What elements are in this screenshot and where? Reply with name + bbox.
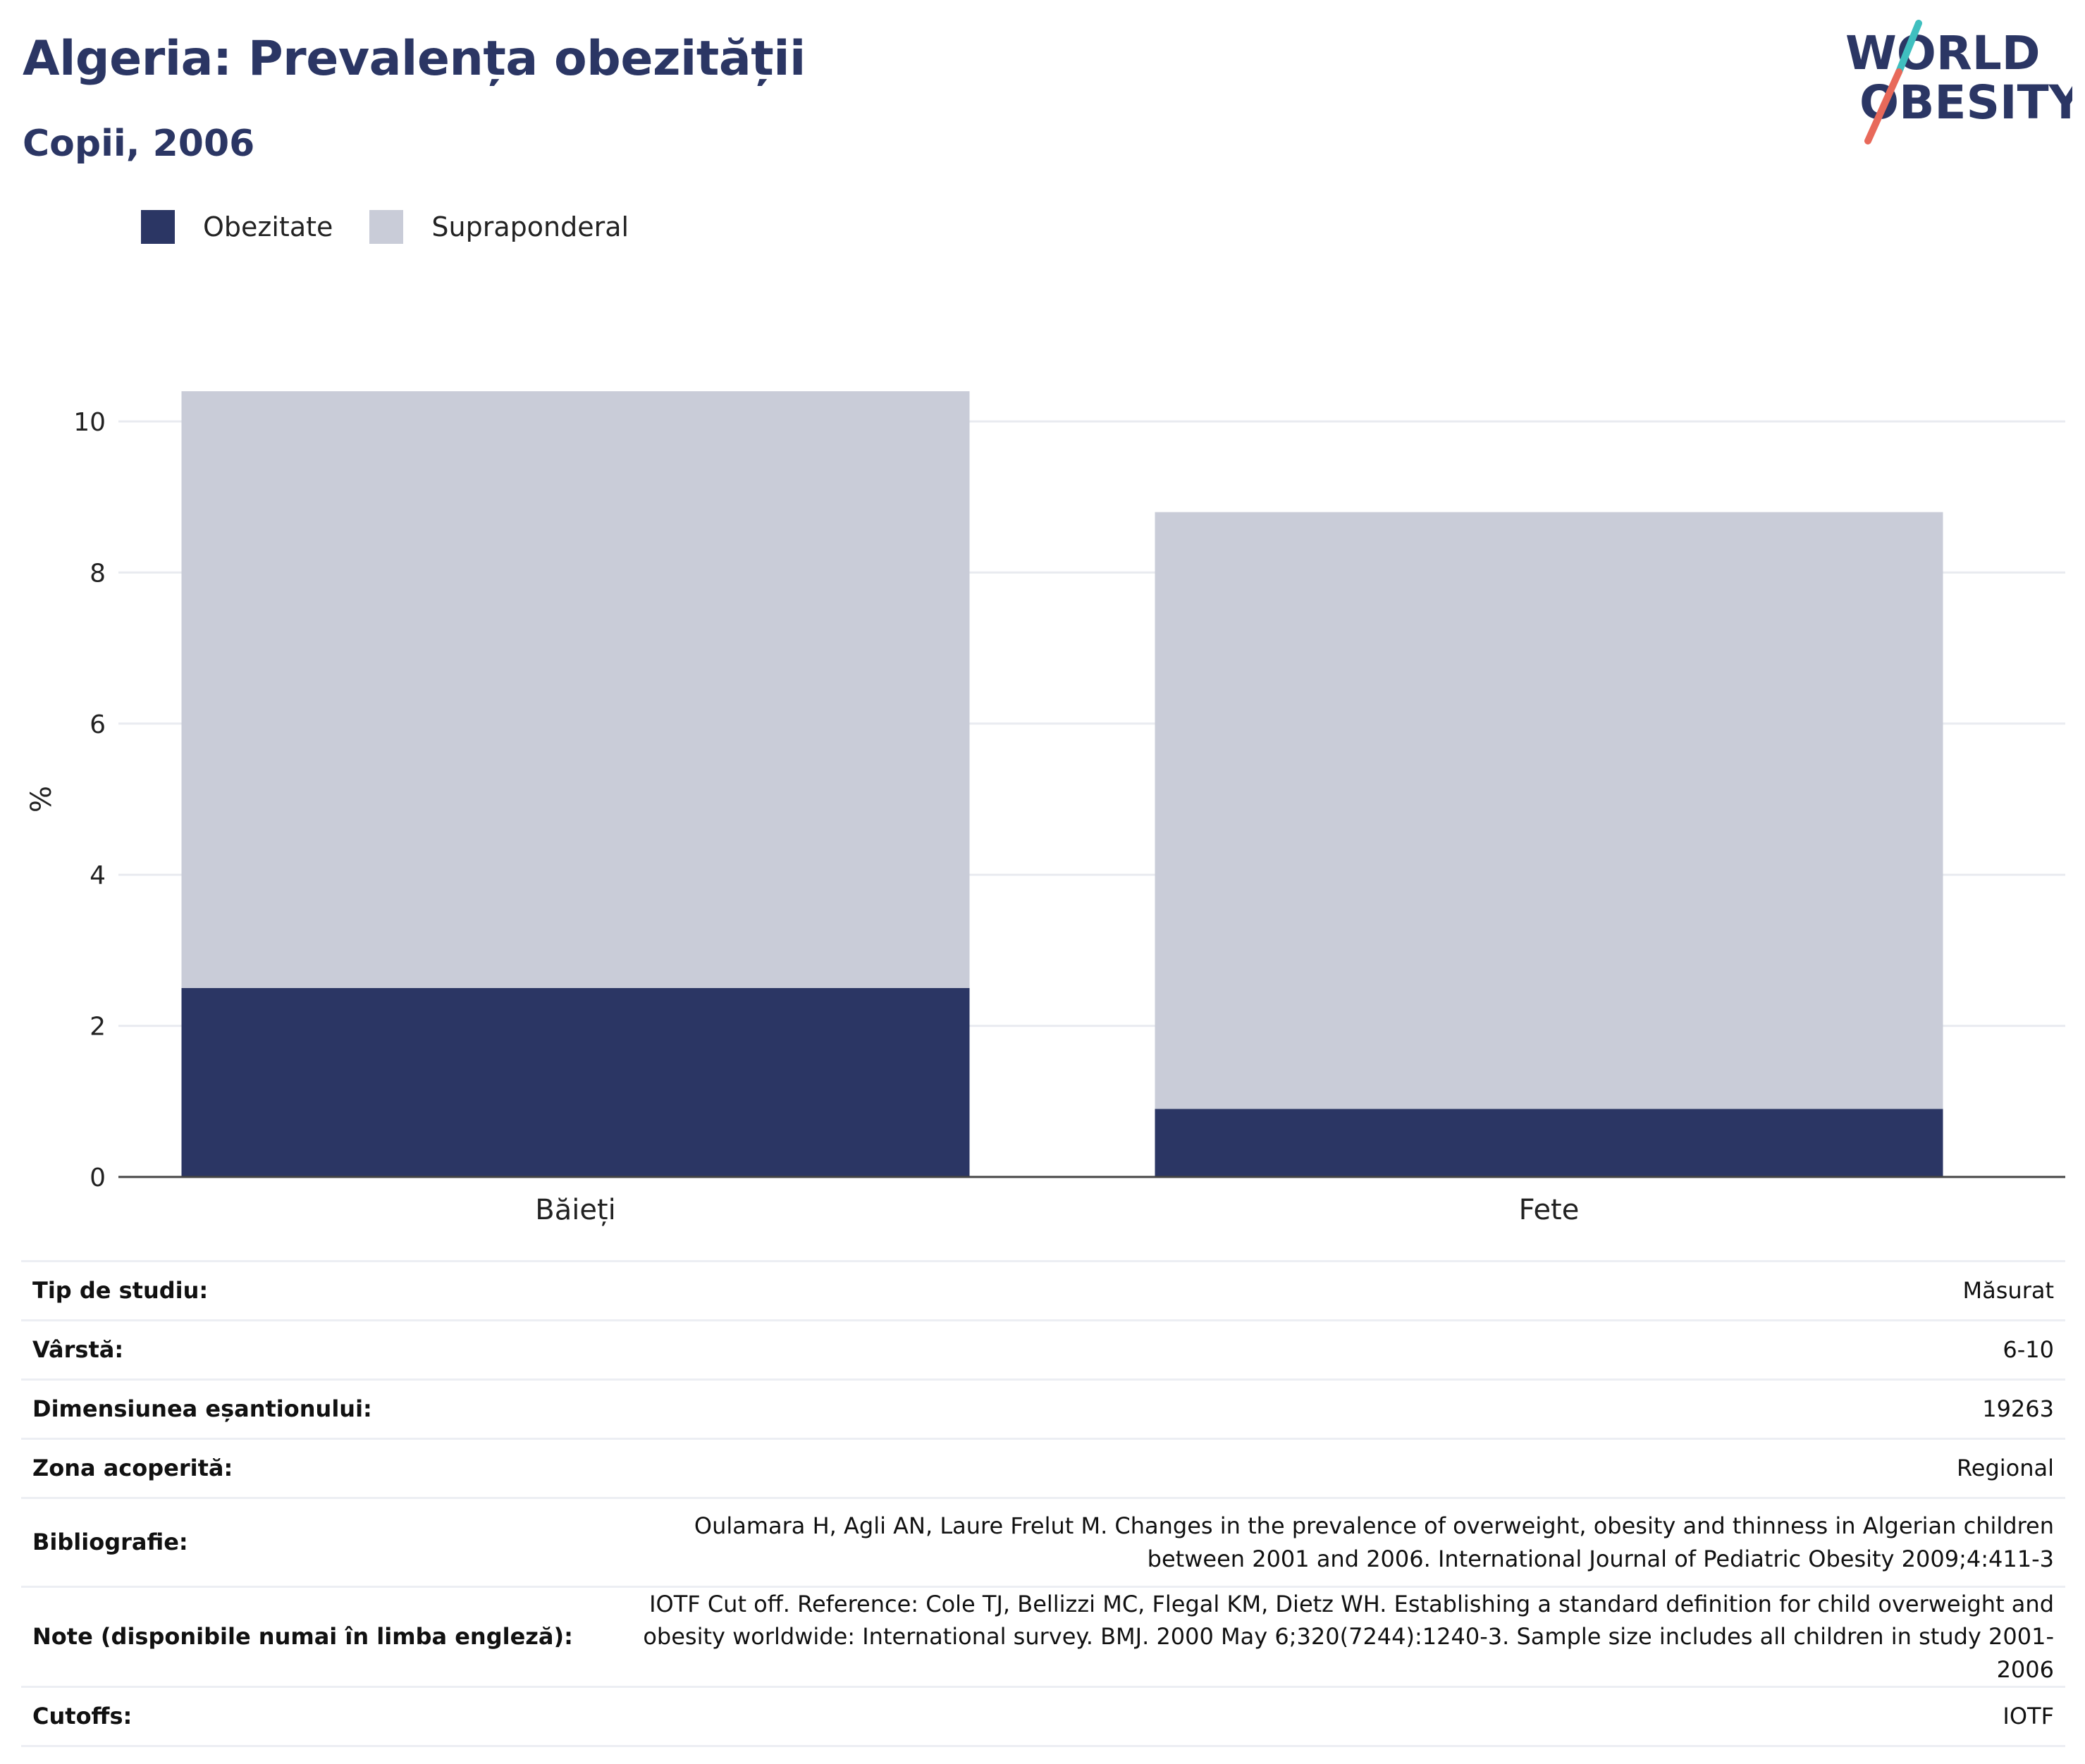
bar-supraponderal-0[interactable] (181, 391, 970, 988)
y-tick-label: 10 (73, 408, 106, 437)
details-key: Note (disponibile numai în limba engleză… (21, 1585, 584, 1687)
details-key: Bibliografie: (21, 1497, 584, 1587)
details-key: Vârstă: (21, 1319, 584, 1380)
x-category-label: Băieți (535, 1194, 615, 1226)
legend-item-obezitate[interactable]: Obezitate (141, 210, 333, 244)
details-value: Oulamara H, Agli AN, Laure Frelut M. Cha… (584, 1497, 2065, 1587)
details-row: Zona acoperită: Regional (21, 1438, 2065, 1498)
logo-line1: WORLD (1845, 26, 2041, 80)
details-value: 6-10 (584, 1319, 2065, 1380)
details-value: IOTF Cut off. Reference: Cole TJ, Belliz… (584, 1585, 2065, 1687)
y-tick-label: 2 (90, 1013, 106, 1042)
details-key: Cutoffs: (21, 1686, 584, 1748)
y-tick-label: 6 (90, 710, 106, 739)
bar-obezitate-1[interactable] (1155, 1109, 1943, 1177)
details-row: Note (disponibile numai în limba engleză… (21, 1585, 2065, 1687)
logo-slash-bottom (1864, 68, 1902, 144)
bars (181, 391, 1943, 1177)
bar-obezitate-0[interactable] (181, 988, 970, 1177)
details-row: Cutoffs: IOTF (21, 1686, 2065, 1748)
details-row: Vârstă: 6-10 (21, 1319, 2065, 1380)
page-title: Algeria: Prevalența obezității (23, 31, 806, 87)
legend-item-supraponderal[interactable]: Supraponderal (369, 210, 629, 244)
details-value: Regional (584, 1438, 2065, 1498)
legend-label-supraponderal: Supraponderal (431, 211, 629, 242)
logo-slash-top (1895, 20, 1922, 75)
chart-legend: Obezitate Supraponderal (141, 210, 665, 244)
x-category-label: Fete (1519, 1194, 1580, 1226)
details-key: Dimensiunea eșantionului: (21, 1378, 584, 1439)
details-table: Tip de studiu: Măsurat Vârstă: 6-10 Dimensiu… (21, 1260, 2065, 1748)
details-value: 19263 (584, 1378, 2065, 1439)
axes: 0 2 4 6 8 10 Băieți Fete% (25, 408, 2065, 1226)
details-row: Bibliografie: Oulamara H, Agli AN, Laure … (21, 1497, 2065, 1587)
details-key: Zona acoperită: (21, 1438, 584, 1498)
y-tick-label: 4 (90, 861, 106, 890)
details-row: Tip de studiu: Măsurat (21, 1260, 2065, 1321)
details-value: IOTF (584, 1686, 2065, 1748)
details-key: Tip de studiu: (21, 1260, 584, 1321)
bar-supraponderal-1[interactable] (1155, 512, 1943, 1109)
y-tick-label: 8 (90, 559, 106, 588)
details-row: Dimensiunea eșantionului: 19263 (21, 1378, 2065, 1439)
details-value: Măsurat (584, 1260, 2065, 1321)
y-tick-label: 0 (90, 1164, 106, 1192)
world-obesity-logo: WORLD OBESITY (1845, 20, 2072, 144)
stacked-bar-chart: 0 2 4 6 8 10 Băieți Fete% (25, 391, 2065, 1226)
legend-swatch-supraponderal (369, 210, 404, 244)
legend-label-obezitate: Obezitate (203, 211, 333, 242)
legend-swatch-obezitate (141, 210, 175, 244)
page-subtitle: Copii, 2006 (23, 123, 255, 165)
y-axis-label: % (25, 786, 58, 813)
